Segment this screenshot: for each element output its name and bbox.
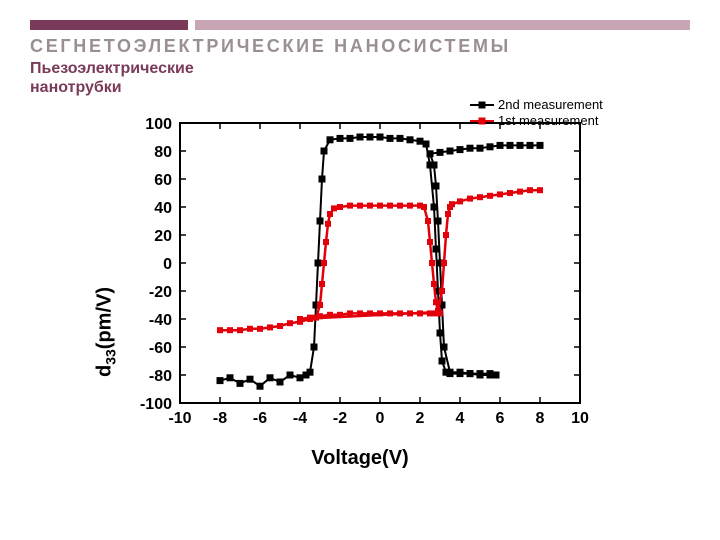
x-axis-label: Voltage(V) (110, 447, 610, 470)
svg-text:-80: -80 (149, 368, 172, 385)
svg-text:-6: -6 (253, 410, 267, 427)
svg-text:2: 2 (416, 410, 425, 427)
page-subtitle: Пьезоэлектрические нанотрубки (30, 59, 250, 97)
svg-text:80: 80 (154, 144, 172, 161)
chart-legend: 2nd measurement1st measurement (470, 97, 603, 128)
svg-text:4: 4 (456, 410, 465, 427)
svg-text:0: 0 (163, 256, 172, 273)
svg-text:6: 6 (496, 410, 505, 427)
svg-text:60: 60 (154, 172, 172, 189)
header-accent-bar (30, 20, 690, 30)
legend-label: 1st measurement (498, 113, 598, 129)
svg-text:-100: -100 (140, 396, 172, 413)
svg-text:0: 0 (376, 410, 385, 427)
hysteresis-chart: 2nd measurement1st measurement -10-8-6-4… (110, 103, 610, 470)
svg-text:8: 8 (536, 410, 545, 427)
svg-text:10: 10 (571, 410, 589, 427)
chart-canvas: -10-8-6-4-20246810-100-80-60-40-20020406… (110, 103, 610, 443)
svg-text:-4: -4 (293, 410, 307, 427)
svg-text:20: 20 (154, 228, 172, 245)
legend-item: 2nd measurement (470, 97, 603, 113)
svg-text:-8: -8 (213, 410, 227, 427)
svg-text:-40: -40 (149, 312, 172, 329)
svg-text:40: 40 (154, 200, 172, 217)
svg-text:-2: -2 (333, 410, 347, 427)
svg-text:100: 100 (145, 116, 172, 133)
legend-item: 1st measurement (470, 113, 603, 129)
y-axis-label: d33(pm/V) (94, 287, 119, 377)
legend-label: 2nd measurement (498, 97, 603, 113)
page-title: СЕГНЕТОЭЛЕКТРИЧЕСКИЕ НАНОСИСТЕМЫ (30, 36, 690, 57)
svg-text:-20: -20 (149, 284, 172, 301)
svg-text:-60: -60 (149, 340, 172, 357)
